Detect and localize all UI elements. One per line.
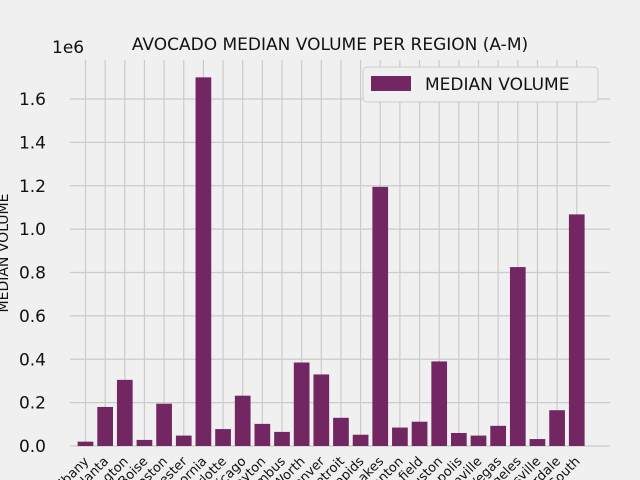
bar (175, 435, 192, 446)
bar (274, 431, 290, 446)
bar (470, 435, 487, 446)
bar (568, 214, 585, 446)
bar (136, 439, 153, 446)
bar (392, 427, 408, 446)
bar (411, 421, 428, 446)
y-tick-labels: 0.0 0.2 0.4 0.6 0.8 1.0 1.2 1.4 1.6 (19, 90, 46, 457)
bar (451, 432, 467, 446)
bar (333, 417, 349, 446)
bar (234, 395, 251, 446)
legend: MEDIAN VOLUME (362, 66, 599, 103)
plot-area (70, 60, 610, 446)
y-tick-label: 1.2 (19, 177, 46, 197)
bar (431, 361, 448, 446)
legend-box (362, 66, 599, 103)
y-tick-label: 0.6 (19, 307, 46, 327)
y-tick-label: 1.6 (19, 90, 46, 110)
bar (97, 406, 113, 446)
y-tick-label: 0.0 (19, 437, 46, 457)
y-tick-label: 0.2 (19, 394, 46, 414)
y-axis-label: MEDIAN VOLUME (0, 194, 12, 313)
y-tick-label: 0.4 (19, 350, 46, 370)
bar (490, 425, 506, 446)
y-tick-label: 1.0 (19, 220, 46, 240)
y-tick-label: 0.8 (19, 264, 46, 284)
bar (156, 403, 172, 446)
legend-label: MEDIAN VOLUME (425, 75, 569, 95)
bar (195, 77, 212, 446)
bars-group (77, 77, 585, 446)
bar (215, 429, 231, 446)
bar (77, 441, 94, 446)
chart-title: AVOCADO MEDIAN VOLUME PER REGION (A-M) (132, 35, 528, 55)
bar (313, 374, 330, 446)
bar (549, 410, 565, 446)
bar (254, 423, 271, 446)
bar (509, 267, 526, 446)
y-tick-label: 1.4 (19, 133, 46, 153)
bar (293, 362, 310, 446)
y-scale-label: 1e6 (52, 38, 84, 58)
legend-swatch (371, 76, 411, 91)
bar (116, 379, 133, 446)
bar (372, 186, 389, 446)
bar (352, 434, 369, 446)
bar (529, 439, 546, 446)
x-tick-labels: lbanyAtlantagtonBoiseostonesterorniaarlo… (56, 454, 583, 480)
